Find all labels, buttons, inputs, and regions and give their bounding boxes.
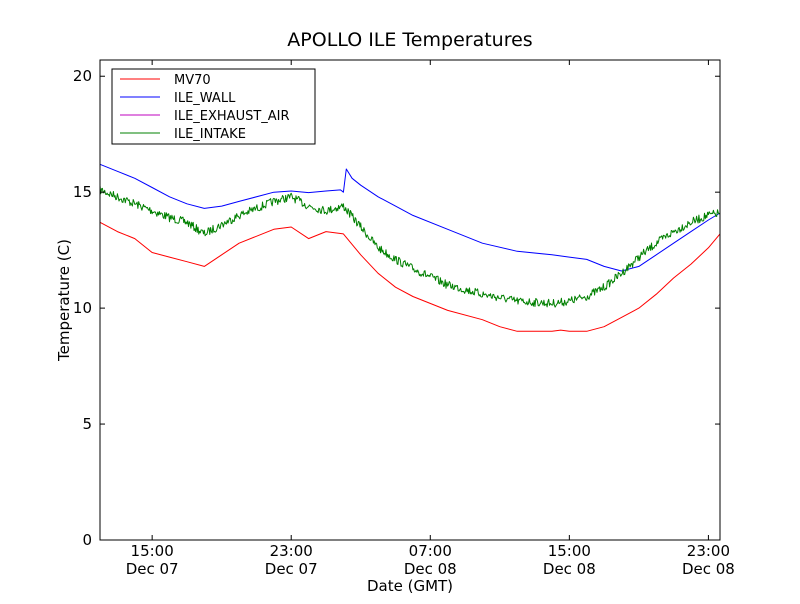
series-line-mv70: [100, 222, 720, 331]
x-tick-label-time: 15:00: [131, 542, 174, 560]
series-lines: [100, 164, 720, 331]
legend-label: ILE_EXHAUST_AIR: [174, 109, 290, 124]
chart-title: APOLLO ILE Temperatures: [287, 29, 532, 51]
series-line-ile-wall: [100, 164, 720, 271]
x-tick-label-date: Dec 08: [543, 560, 596, 578]
x-tick-label-date: Dec 08: [682, 560, 735, 578]
x-axis-label: Date (GMT): [367, 577, 453, 595]
legend-label: MV70: [174, 73, 211, 88]
legend-label: ILE_WALL: [174, 91, 236, 106]
x-tick-label-date: Dec 08: [404, 560, 457, 578]
x-tick-label-time: 07:00: [409, 542, 452, 560]
y-tick-label: 0: [82, 531, 92, 549]
y-axis-label: Temperature (C): [55, 239, 73, 362]
y-tick-label: 15: [73, 183, 92, 201]
x-tick-label-time: 23:00: [687, 542, 730, 560]
legend-label: ILE_INTAKE: [174, 127, 246, 142]
legend: MV70 ILE_WALL ILE_EXHAUST_AIR ILE_INTAKE: [112, 69, 315, 144]
series-line-ile-intake: [100, 186, 720, 307]
x-tick-label-date: Dec 07: [126, 560, 179, 578]
y-tick-label: 20: [73, 67, 92, 85]
x-tick-label-date: Dec 07: [265, 560, 318, 578]
x-tick-label-time: 15:00: [548, 542, 591, 560]
y-tick-label: 5: [82, 415, 92, 433]
y-tick-label: 10: [73, 299, 92, 317]
x-tick-label-time: 23:00: [270, 542, 313, 560]
